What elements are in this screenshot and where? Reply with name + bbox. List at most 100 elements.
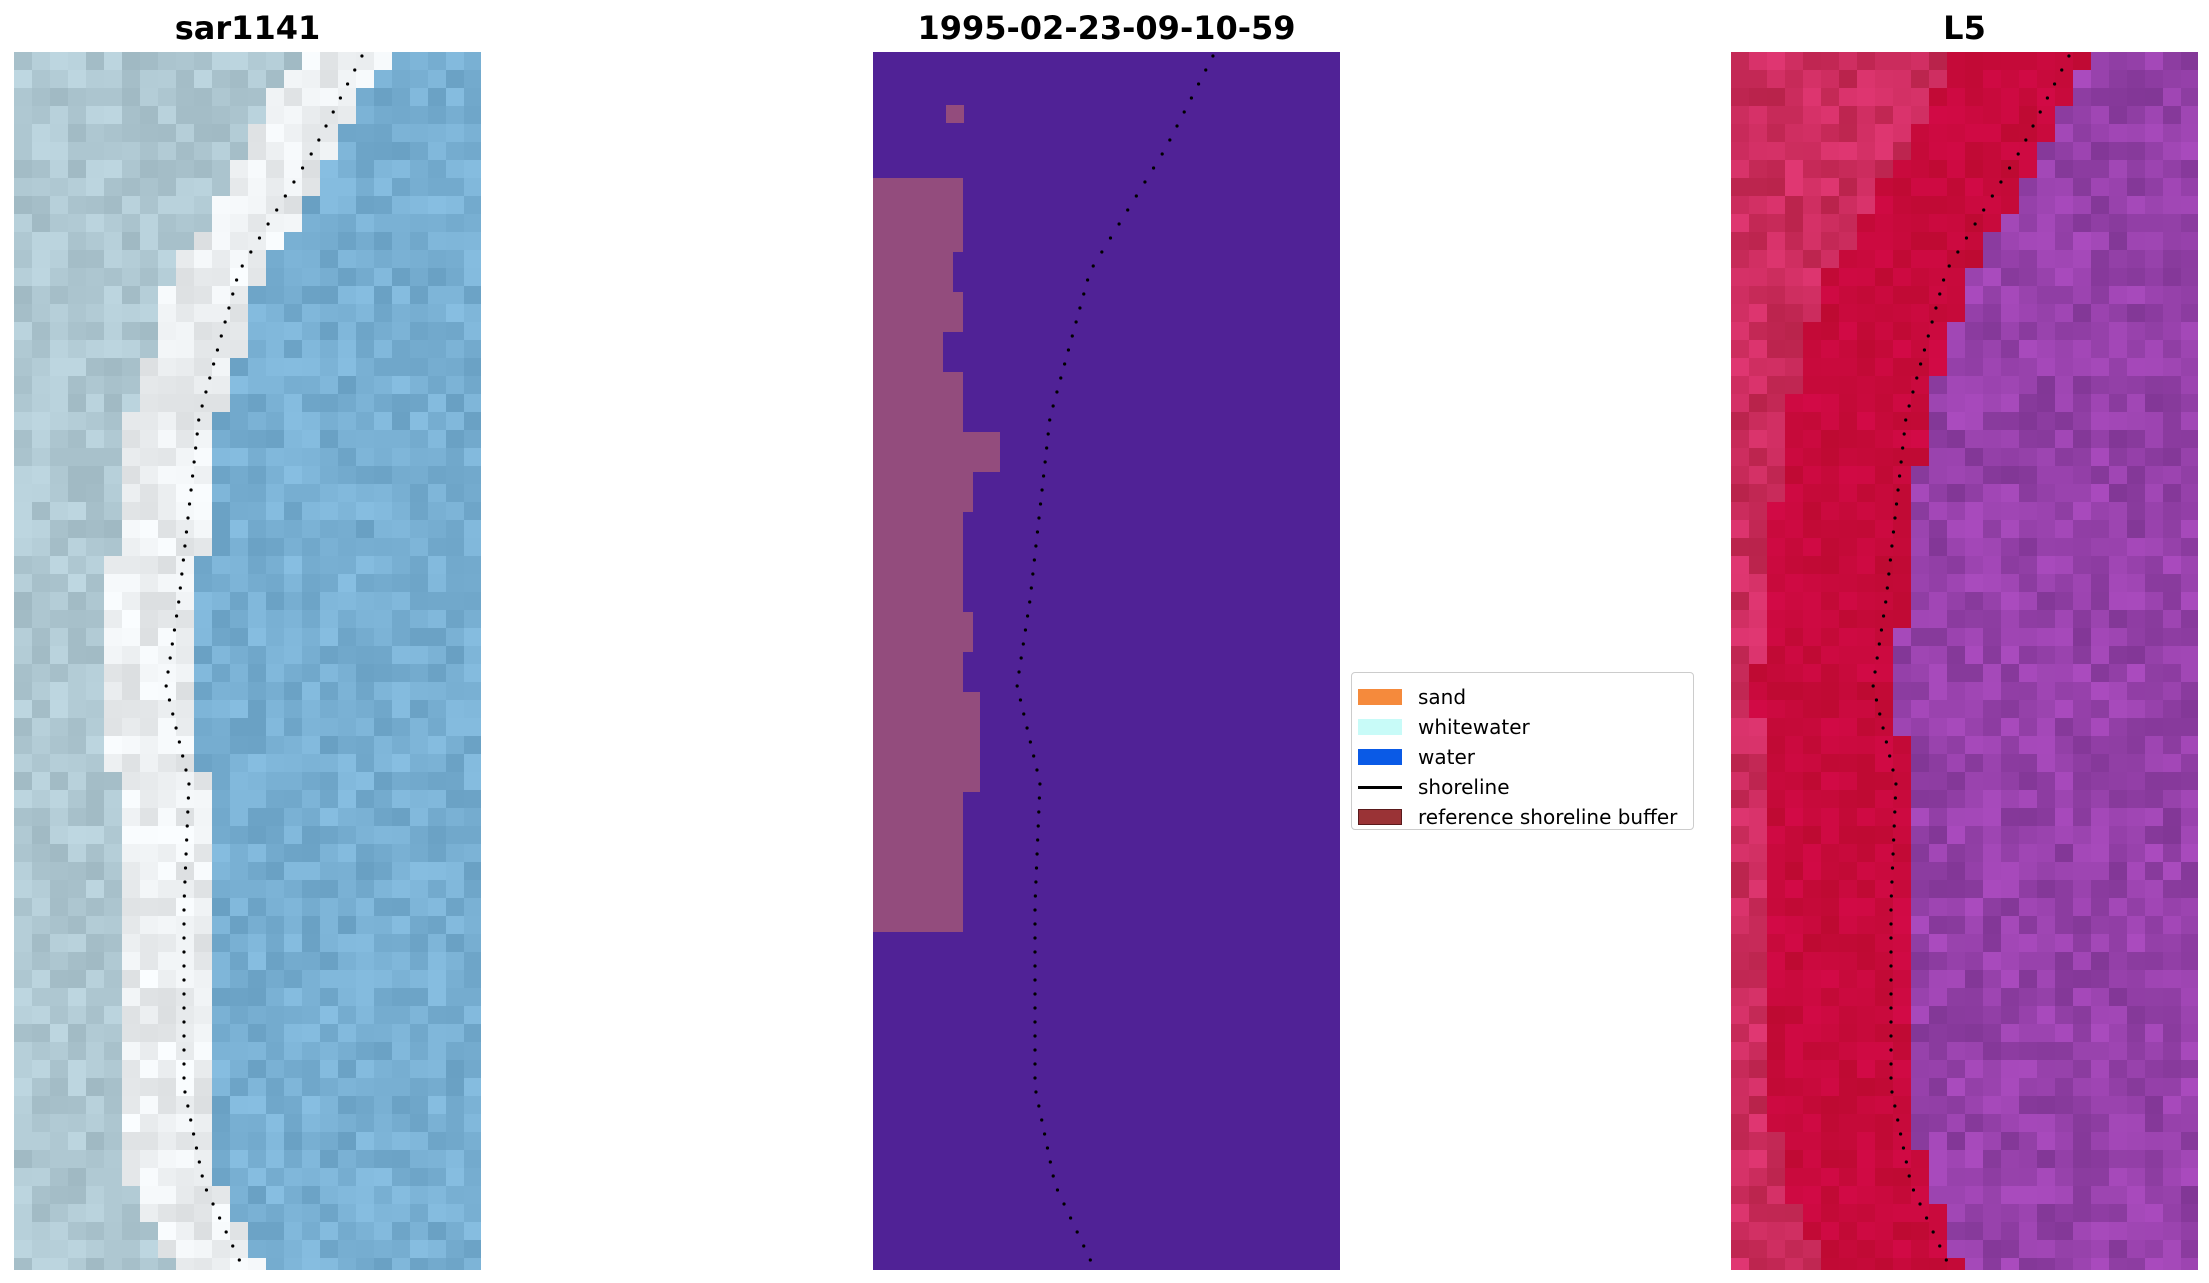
rgb-pixel xyxy=(230,286,248,304)
index-pixel xyxy=(2001,1150,2019,1168)
index-pixel xyxy=(2073,358,2091,376)
rgb-pixel xyxy=(248,754,266,772)
index-pixel xyxy=(1875,322,1893,340)
index-pixel xyxy=(1731,376,1749,394)
index-pixel xyxy=(2055,430,2073,448)
rgb-pixel xyxy=(194,772,212,790)
rgb-pixel xyxy=(464,880,481,898)
rgb-pixel xyxy=(284,376,302,394)
rgb-pixel xyxy=(230,700,248,718)
index-pixel xyxy=(2181,1096,2198,1114)
rgb-pixel xyxy=(176,250,194,268)
rgb-pixel xyxy=(212,1006,230,1024)
index-pixel xyxy=(1785,1042,1803,1060)
rgb-pixel xyxy=(140,988,158,1006)
rgb-pixel xyxy=(392,1168,410,1186)
index-pixel xyxy=(1731,214,1749,232)
index-pixel xyxy=(2181,214,2198,232)
rgb-pixel xyxy=(140,520,158,538)
rgb-pixel xyxy=(356,70,374,88)
index-pixel xyxy=(2145,322,2163,340)
rgb-pixel xyxy=(122,934,140,952)
rgb-pixel xyxy=(266,700,284,718)
index-pixel xyxy=(1911,1114,1929,1132)
rgb-pixel xyxy=(338,88,356,106)
index-pixel xyxy=(2109,358,2127,376)
index-pixel xyxy=(1821,448,1839,466)
rgb-pixel xyxy=(356,88,374,106)
rgb-pixel xyxy=(14,1096,32,1114)
rgb-pixel xyxy=(284,880,302,898)
rgb-pixel xyxy=(50,988,68,1006)
rgb-pixel xyxy=(428,1060,446,1078)
rgb-pixel xyxy=(284,556,302,574)
rgb-pixel xyxy=(446,520,464,538)
index-pixel xyxy=(1875,196,1893,214)
rgb-pixel xyxy=(320,358,338,376)
index-pixel xyxy=(1785,880,1803,898)
rgb-pixel xyxy=(428,1132,446,1150)
index-pixel xyxy=(1911,1258,1929,1270)
rgb-pixel xyxy=(86,610,104,628)
rgb-pixel xyxy=(302,106,320,124)
index-pixel xyxy=(1839,430,1857,448)
index-pixel xyxy=(1983,484,2001,502)
index-pixel xyxy=(1839,502,1857,520)
index-pixel xyxy=(1929,664,1947,682)
rgb-pixel xyxy=(230,934,248,952)
rgb-pixel xyxy=(212,538,230,556)
index-pixel xyxy=(1785,1204,1803,1222)
index-pixel xyxy=(1893,214,1911,232)
rgb-pixel xyxy=(140,574,158,592)
rgb-pixel xyxy=(50,214,68,232)
index-pixel xyxy=(1839,1060,1857,1078)
index-pixel xyxy=(1965,610,1983,628)
index-pixel xyxy=(1929,412,1947,430)
index-pixel xyxy=(1767,466,1785,484)
rgb-pixel xyxy=(464,682,481,700)
index-pixel xyxy=(1929,916,1947,934)
index-pixel xyxy=(1911,916,1929,934)
rgb-pixel xyxy=(338,70,356,88)
index-pixel xyxy=(1767,790,1785,808)
index-pixel xyxy=(1911,664,1929,682)
index-pixel xyxy=(2019,484,2037,502)
rgb-pixel xyxy=(86,1006,104,1024)
index-pixel xyxy=(1839,664,1857,682)
rgb-pixel xyxy=(86,790,104,808)
index-pixel xyxy=(2091,970,2109,988)
rgb-pixel xyxy=(302,1150,320,1168)
index-pixel xyxy=(2145,1258,2163,1270)
index-pixel xyxy=(2091,700,2109,718)
rgb-pixel xyxy=(50,880,68,898)
index-pixel xyxy=(1875,70,1893,88)
index-pixel xyxy=(1821,1078,1839,1096)
rgb-pixel xyxy=(140,682,158,700)
rgb-pixel xyxy=(428,502,446,520)
index-pixel xyxy=(1857,124,1875,142)
rgb-pixel xyxy=(356,286,374,304)
index-pixel xyxy=(2091,934,2109,952)
index-pixel xyxy=(2001,520,2019,538)
rgb-pixel xyxy=(446,430,464,448)
rgb-pixel xyxy=(428,898,446,916)
index-pixel xyxy=(1731,142,1749,160)
rgb-pixel xyxy=(14,448,32,466)
rgb-pixel xyxy=(284,736,302,754)
rgb-pixel xyxy=(104,1024,122,1042)
rgb-pixel xyxy=(176,340,194,358)
index-pixel xyxy=(2109,790,2127,808)
rgb-pixel xyxy=(86,682,104,700)
rgb-pixel xyxy=(32,232,50,250)
rgb-pixel xyxy=(410,232,428,250)
index-pixel xyxy=(1731,1078,1749,1096)
rgb-pixel xyxy=(176,322,194,340)
rgb-pixel xyxy=(356,1150,374,1168)
index-pixel xyxy=(2019,106,2037,124)
rgb-pixel xyxy=(14,196,32,214)
index-pixel xyxy=(1767,862,1785,880)
rgb-pixel xyxy=(140,304,158,322)
rgb-pixel xyxy=(284,70,302,88)
rgb-pixel xyxy=(32,1168,50,1186)
rgb-pixel xyxy=(122,790,140,808)
